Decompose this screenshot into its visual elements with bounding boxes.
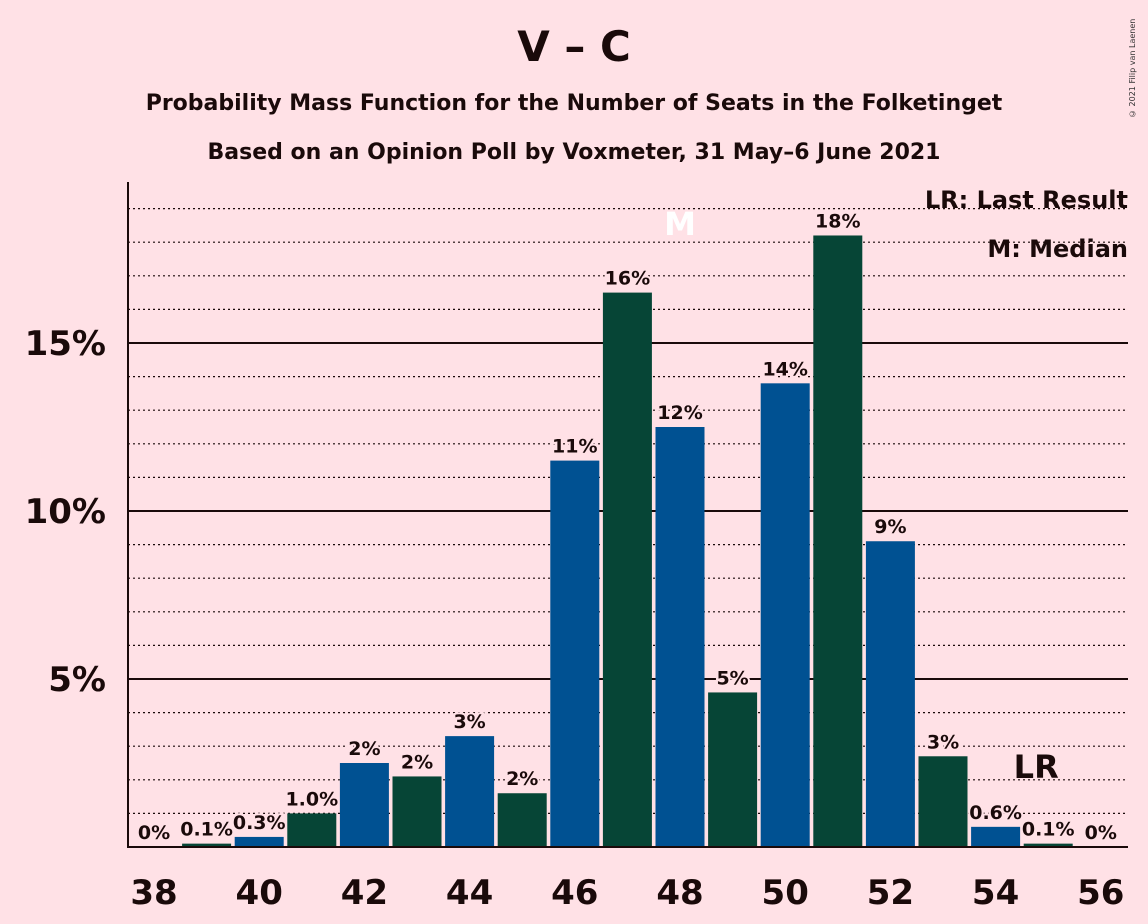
x-tick-label: 52 [867,873,914,913]
bar-seats-43 [392,776,442,847]
bar-seats-55 [1023,843,1073,847]
x-tick-label: 48 [656,873,703,913]
bar-seats-48 [655,427,705,847]
x-tick-label: 46 [551,873,598,913]
bar-value-label: 12% [657,402,702,424]
bar-seats-40 [234,836,284,847]
bar-value-label: 14% [762,358,807,380]
x-tick-label: 54 [972,873,1019,913]
chart-title: V – C [517,22,631,71]
bar-value-label: 11% [552,436,597,458]
y-tick-label: 10% [25,492,106,532]
bar-seats-46 [550,460,600,847]
bar-seats-42 [339,763,389,847]
bar-seats-45 [497,793,547,847]
legend-median: M: Median [987,235,1128,263]
bar-value-label: 0.3% [233,812,286,834]
median-marker: M [664,205,696,243]
y-tick-label: 5% [48,660,106,700]
bar-value-label: 2% [506,768,538,790]
bar-seats-50 [760,383,810,847]
bar-value-label: 1.0% [285,788,338,810]
x-tick-label: 40 [236,873,283,913]
chart-subtitle-poll: Based on an Opinion Poll by Voxmeter, 31… [207,140,941,165]
x-tick-label: 42 [341,873,388,913]
bar-value-label: 0.1% [180,819,233,841]
x-tick-label: 56 [1077,873,1124,913]
bar-value-label: 3% [453,711,485,733]
bar-value-label: 0.6% [969,802,1022,824]
bar-seats-54 [971,826,1021,847]
bar-seats-49 [708,692,758,847]
bar-value-label: 2% [401,751,433,773]
bar-seats-41 [287,813,337,847]
bar-seats-44 [445,736,495,847]
bar-value-label: 3% [927,731,959,753]
last-result-marker: LR [1014,748,1059,786]
bar-seats-39 [182,843,232,847]
bar-value-label: 0.1% [1022,819,1075,841]
bar-seats-53 [918,756,968,847]
bar-value-label: 2% [348,738,380,760]
bar-seats-52 [865,541,915,847]
legend-last-result: LR: Last Result [924,186,1128,214]
x-tick-label: 44 [446,873,493,913]
bar-seats-51 [813,235,863,848]
x-tick-label: 38 [130,873,177,913]
bar-seats-47 [602,292,652,848]
bar-value-label: 18% [815,210,860,232]
bar-value-label: 9% [874,516,906,538]
chart-subtitle: Probability Mass Function for the Number… [145,91,1003,116]
bar-value-label: 0% [138,822,170,844]
bar-value-label: 0% [1085,822,1117,844]
bar-value-label: 5% [716,667,748,689]
y-tick-label: 15% [25,324,106,364]
x-tick-label: 50 [762,873,809,913]
bar-value-label: 16% [605,268,650,290]
